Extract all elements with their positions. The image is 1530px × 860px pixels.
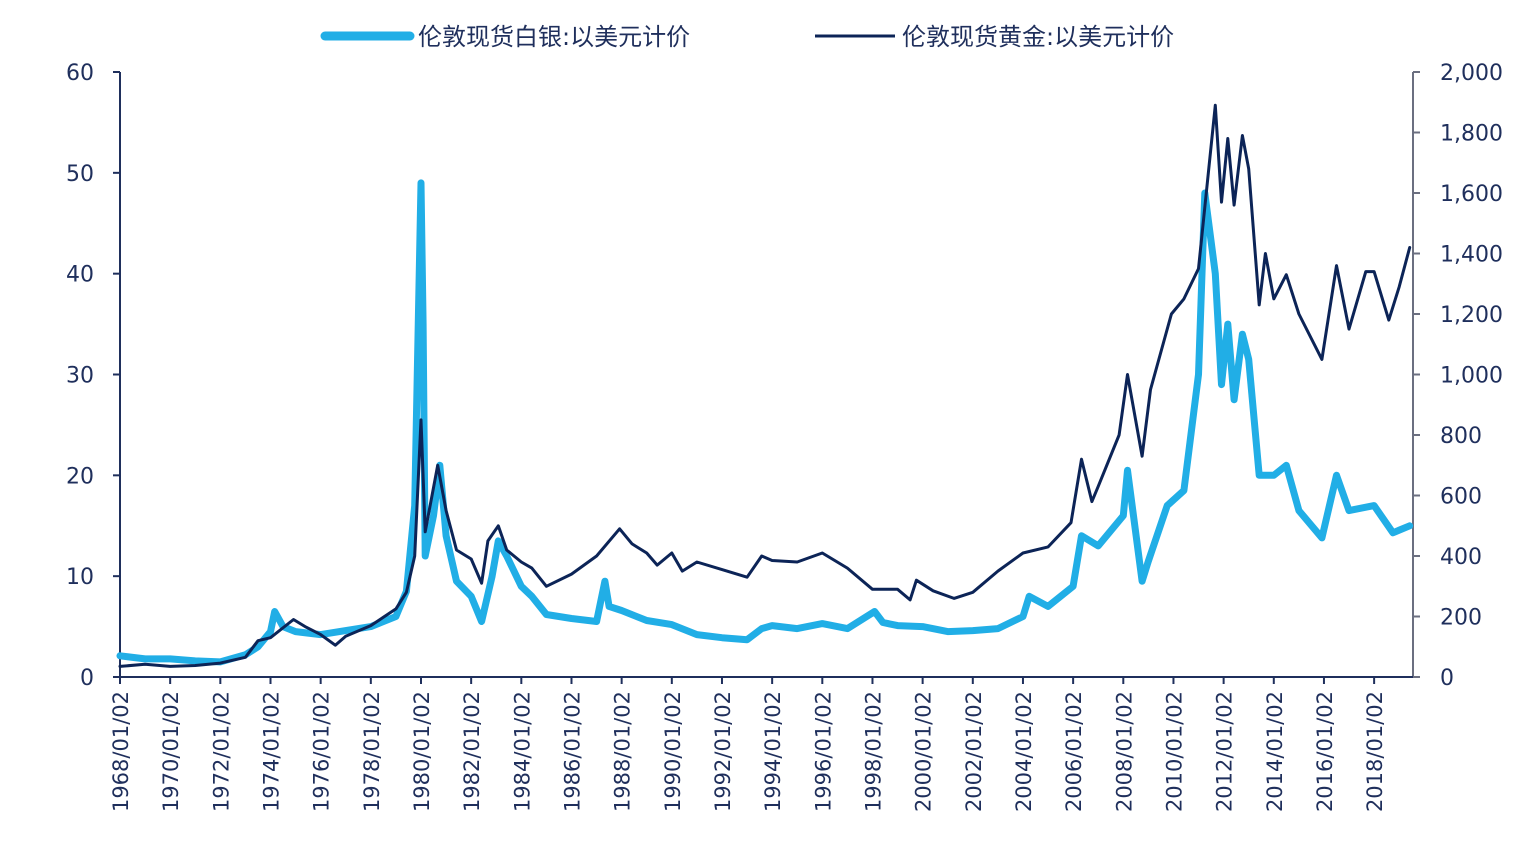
right-axis-tick-label: 200: [1440, 606, 1482, 631]
x-axis-tick-label: 1972/01/02: [209, 691, 233, 812]
silver-price-line: [116, 179, 1414, 666]
x-axis-tick-label: 1996/01/02: [811, 691, 835, 812]
right-axis-tick-label: 1,600: [1440, 182, 1503, 207]
x-axis-tick-label: 1974/01/02: [259, 691, 283, 812]
x-axis-tick-label: 1982/01/02: [460, 691, 484, 812]
legend: 伦敦现货白银:以美元计价 伦敦现货黄金:以美元计价: [320, 23, 1174, 51]
right-axis-tick-label: 1,000: [1440, 364, 1503, 389]
series-layer: [116, 103, 1414, 668]
x-axis-tick-label: 2018/01/02: [1363, 691, 1387, 812]
x-axis-tick-label: 1994/01/02: [761, 691, 785, 812]
right-axis-tick-label: 1,800: [1440, 122, 1503, 147]
x-axis-tick-label: 2000/01/02: [912, 691, 936, 812]
x-axis-tick-label: 1970/01/02: [159, 691, 183, 812]
left-axis-tick-label: 50: [66, 162, 94, 187]
right-axis-tick-label: 800: [1440, 424, 1482, 449]
legend-label-gold: 伦敦现货黄金:以美元计价: [902, 23, 1174, 51]
right-axis-tick-label: 0: [1440, 666, 1454, 691]
x-axis-tick-label: 2014/01/02: [1263, 691, 1287, 812]
right-axis-tick-label: 2,000: [1440, 61, 1503, 86]
x-axis-tick-label: 1976/01/02: [310, 691, 334, 812]
left-axis-tick-label: 60: [66, 61, 94, 86]
x-axis-tick-label: 2012/01/02: [1213, 691, 1237, 812]
left-axis-tick-label: 30: [66, 364, 94, 389]
right-axis-tick-label: 1,200: [1440, 303, 1503, 328]
left-axis-tick-label: 40: [66, 263, 94, 288]
legend-label-silver: 伦敦现货白银:以美元计价: [418, 23, 690, 51]
x-axis-tick-label: 2002/01/02: [962, 691, 986, 812]
x-axis-tick-label: 2008/01/02: [1112, 691, 1136, 812]
x-axis-tick-label: 2006/01/02: [1062, 691, 1086, 812]
x-axis-tick-label: 1980/01/02: [410, 691, 434, 812]
x-axis-tick-label: 1998/01/02: [861, 691, 885, 812]
x-axis-tick-label: 1990/01/02: [661, 691, 685, 812]
x-axis-tick-label: 1978/01/02: [360, 691, 384, 812]
axes: 010203040506002004006008001,0001,2001,40…: [66, 61, 1503, 812]
x-axis-tick-label: 1984/01/02: [510, 691, 534, 812]
x-axis-tick-label: 1988/01/02: [611, 691, 635, 812]
x-axis-tick-label: 1992/01/02: [711, 691, 735, 812]
x-axis-tick-label: 2004/01/02: [1012, 691, 1036, 812]
x-axis-tick-label: 1968/01/02: [109, 691, 133, 812]
right-axis-tick-label: 400: [1440, 545, 1482, 570]
right-axis-tick-label: 600: [1440, 485, 1482, 510]
x-axis-tick-label: 1986/01/02: [560, 691, 584, 812]
gold-price-line: [118, 103, 1412, 668]
left-axis-tick-label: 10: [66, 565, 94, 590]
x-axis-tick-label: 2010/01/02: [1162, 691, 1186, 812]
left-axis-tick-label: 20: [66, 464, 94, 489]
left-axis-tick-label: 0: [80, 666, 94, 691]
x-axis-tick-label: 2016/01/02: [1313, 691, 1337, 812]
right-axis-tick-label: 1,400: [1440, 243, 1503, 268]
